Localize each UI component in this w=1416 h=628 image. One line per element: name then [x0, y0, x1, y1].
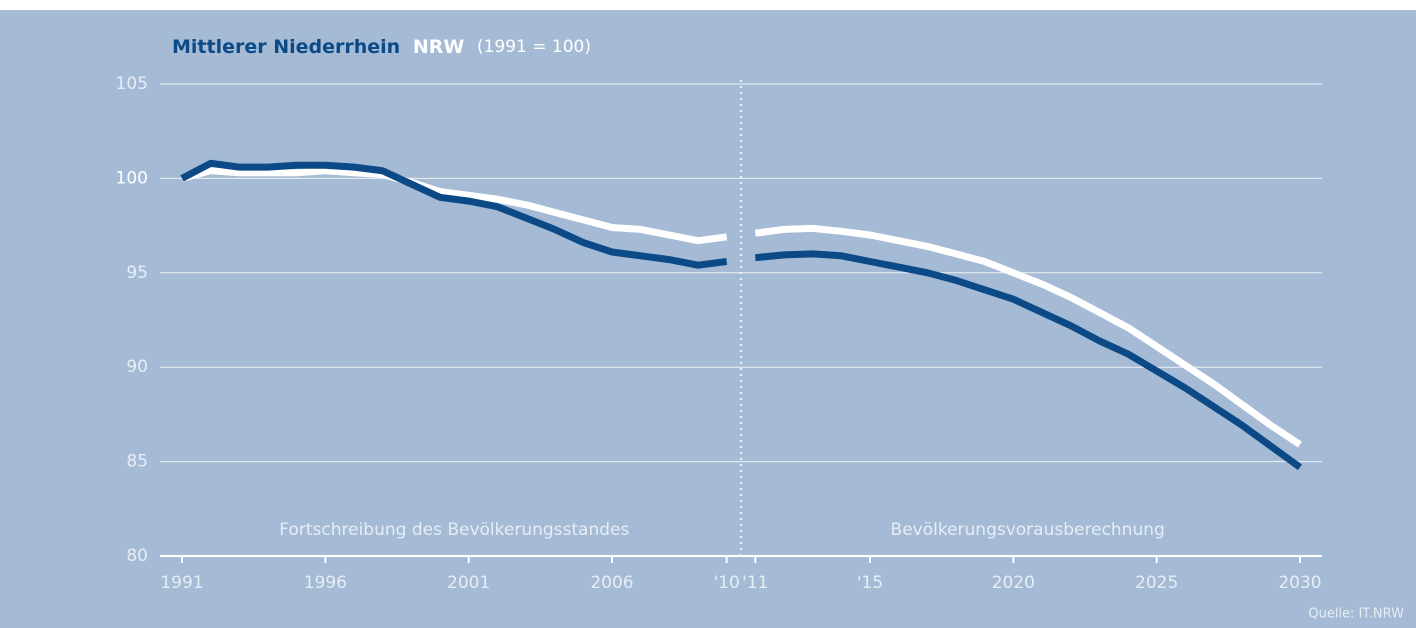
chart-title: (1991 = 100): [477, 37, 591, 57]
y-tick-label: 95: [126, 263, 148, 283]
x-tick-label: '10: [714, 573, 740, 593]
y-tick-label: 105: [116, 74, 148, 94]
background: [0, 10, 1416, 628]
x-tick-label: 2006: [590, 573, 633, 593]
legend-entry: NRW: [413, 36, 465, 58]
x-tick-label: 1996: [304, 573, 347, 593]
y-tick-label: 90: [126, 357, 148, 377]
x-tick-label: 2001: [447, 573, 490, 593]
section-label: Fortschreibung des Bevölkerungsstandes: [279, 520, 629, 540]
legend: Mittlerer Niederrhein NRW (1991 = 100): [172, 36, 591, 58]
series-line: [754, 250, 1303, 471]
x-tick-label: 2025: [1135, 573, 1178, 593]
y-tick-label: 100: [116, 168, 148, 188]
series-line: [180, 159, 728, 269]
source: Quelle: IT.NRW: [1308, 607, 1404, 622]
y-tick-label: 80: [126, 546, 148, 566]
legend-entry: Mittlerer Niederrhein: [172, 36, 400, 58]
y-tick-label: 85: [126, 452, 148, 472]
x-tick-label: '15: [857, 573, 883, 593]
series-line: [181, 167, 728, 245]
x-tick-label: 2030: [1278, 573, 1321, 593]
x-tick-label: 1991: [160, 573, 203, 593]
series-line: [754, 224, 1302, 448]
section-label: Bevölkerungsvorausberechnung: [891, 520, 1165, 540]
x-tick-label: '11: [742, 573, 768, 593]
x-tick-label: 2020: [992, 573, 1035, 593]
